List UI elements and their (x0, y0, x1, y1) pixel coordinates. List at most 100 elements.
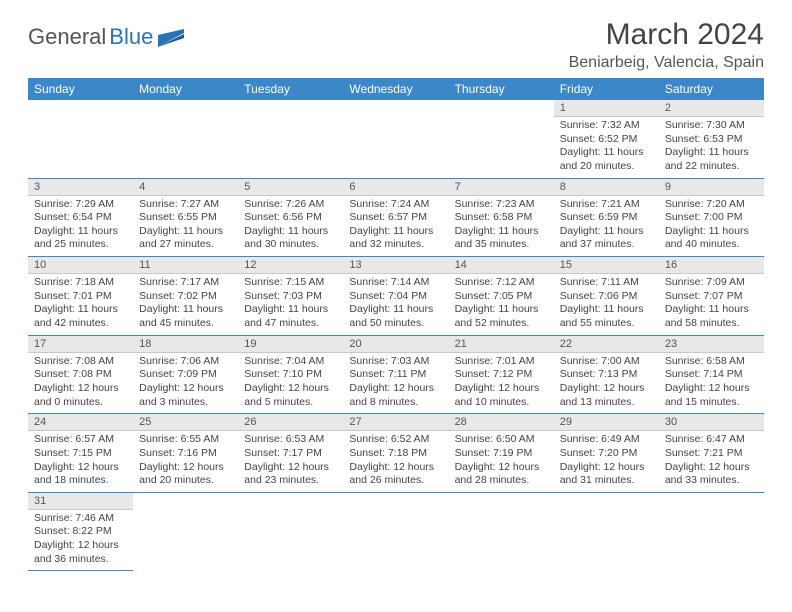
calendar-cell: 23Sunrise: 6:58 AMSunset: 7:14 PMDayligh… (659, 335, 764, 414)
brand-first: General (28, 24, 106, 50)
calendar-cell: 4Sunrise: 7:27 AMSunset: 6:55 PMDaylight… (133, 178, 238, 257)
day-number: 26 (238, 414, 343, 431)
day-number: 9 (659, 179, 764, 196)
calendar-week: 24Sunrise: 6:57 AMSunset: 7:15 PMDayligh… (28, 414, 764, 493)
day-details: Sunrise: 7:29 AMSunset: 6:54 PMDaylight:… (28, 196, 133, 257)
day-details: Sunrise: 7:00 AMSunset: 7:13 PMDaylight:… (554, 353, 659, 414)
calendar-cell: 21Sunrise: 7:01 AMSunset: 7:12 PMDayligh… (449, 335, 554, 414)
title-block: March 2024 Beniarbeig, Valencia, Spain (569, 18, 764, 76)
calendar-cell: 6Sunrise: 7:24 AMSunset: 6:57 PMDaylight… (343, 178, 448, 257)
day-number: 12 (238, 257, 343, 274)
day-number: 25 (133, 414, 238, 431)
calendar-cell: 30Sunrise: 6:47 AMSunset: 7:21 PMDayligh… (659, 414, 764, 493)
day-number: 23 (659, 336, 764, 353)
day-details: Sunrise: 6:58 AMSunset: 7:14 PMDaylight:… (659, 353, 764, 414)
calendar-cell: 5Sunrise: 7:26 AMSunset: 6:56 PMDaylight… (238, 178, 343, 257)
calendar-cell: 27Sunrise: 6:52 AMSunset: 7:18 PMDayligh… (343, 414, 448, 493)
calendar-cell: 19Sunrise: 7:04 AMSunset: 7:10 PMDayligh… (238, 335, 343, 414)
day-details: Sunrise: 7:24 AMSunset: 6:57 PMDaylight:… (343, 196, 448, 257)
calendar-cell (449, 492, 554, 571)
calendar-cell: 22Sunrise: 7:00 AMSunset: 7:13 PMDayligh… (554, 335, 659, 414)
day-number: 7 (449, 179, 554, 196)
day-number: 24 (28, 414, 133, 431)
day-details: Sunrise: 7:15 AMSunset: 7:03 PMDaylight:… (238, 274, 343, 335)
calendar-week: 31Sunrise: 7:46 AMSunset: 8:22 PMDayligh… (28, 492, 764, 571)
calendar-week: 10Sunrise: 7:18 AMSunset: 7:01 PMDayligh… (28, 257, 764, 336)
day-number: 10 (28, 257, 133, 274)
day-header: Saturday (659, 78, 764, 100)
day-details: Sunrise: 7:12 AMSunset: 7:05 PMDaylight:… (449, 274, 554, 335)
calendar-cell (133, 100, 238, 178)
day-details: Sunrise: 7:21 AMSunset: 6:59 PMDaylight:… (554, 196, 659, 257)
month-title: March 2024 (569, 18, 764, 52)
calendar-cell (343, 100, 448, 178)
day-number: 15 (554, 257, 659, 274)
day-details: Sunrise: 6:53 AMSunset: 7:17 PMDaylight:… (238, 431, 343, 492)
day-header-row: SundayMondayTuesdayWednesdayThursdayFrid… (28, 78, 764, 100)
day-number: 3 (28, 179, 133, 196)
day-number: 18 (133, 336, 238, 353)
calendar-cell: 11Sunrise: 7:17 AMSunset: 7:02 PMDayligh… (133, 257, 238, 336)
day-number: 30 (659, 414, 764, 431)
day-details: Sunrise: 6:52 AMSunset: 7:18 PMDaylight:… (343, 431, 448, 492)
day-header: Tuesday (238, 78, 343, 100)
day-details: Sunrise: 7:27 AMSunset: 6:55 PMDaylight:… (133, 196, 238, 257)
day-number: 6 (343, 179, 448, 196)
day-details: Sunrise: 6:49 AMSunset: 7:20 PMDaylight:… (554, 431, 659, 492)
day-header: Monday (133, 78, 238, 100)
calendar-cell (659, 492, 764, 571)
calendar-cell: 16Sunrise: 7:09 AMSunset: 7:07 PMDayligh… (659, 257, 764, 336)
calendar-cell: 24Sunrise: 6:57 AMSunset: 7:15 PMDayligh… (28, 414, 133, 493)
day-number: 29 (554, 414, 659, 431)
day-header: Thursday (449, 78, 554, 100)
day-number: 22 (554, 336, 659, 353)
calendar-cell (343, 492, 448, 571)
calendar-cell: 2Sunrise: 7:30 AMSunset: 6:53 PMDaylight… (659, 100, 764, 178)
calendar-cell: 31Sunrise: 7:46 AMSunset: 8:22 PMDayligh… (28, 492, 133, 571)
day-details: Sunrise: 6:57 AMSunset: 7:15 PMDaylight:… (28, 431, 133, 492)
calendar-cell: 12Sunrise: 7:15 AMSunset: 7:03 PMDayligh… (238, 257, 343, 336)
calendar-cell: 25Sunrise: 6:55 AMSunset: 7:16 PMDayligh… (133, 414, 238, 493)
day-header: Wednesday (343, 78, 448, 100)
calendar-week: 3Sunrise: 7:29 AMSunset: 6:54 PMDaylight… (28, 178, 764, 257)
day-details: Sunrise: 7:14 AMSunset: 7:04 PMDaylight:… (343, 274, 448, 335)
flag-icon (158, 29, 184, 47)
day-details: Sunrise: 6:55 AMSunset: 7:16 PMDaylight:… (133, 431, 238, 492)
day-number: 28 (449, 414, 554, 431)
calendar-cell (554, 492, 659, 571)
day-number: 5 (238, 179, 343, 196)
day-details: Sunrise: 7:04 AMSunset: 7:10 PMDaylight:… (238, 353, 343, 414)
calendar-cell: 13Sunrise: 7:14 AMSunset: 7:04 PMDayligh… (343, 257, 448, 336)
day-details: Sunrise: 7:32 AMSunset: 6:52 PMDaylight:… (554, 117, 659, 178)
calendar-cell: 3Sunrise: 7:29 AMSunset: 6:54 PMDaylight… (28, 178, 133, 257)
calendar-cell (133, 492, 238, 571)
day-number: 19 (238, 336, 343, 353)
calendar-cell: 1Sunrise: 7:32 AMSunset: 6:52 PMDaylight… (554, 100, 659, 178)
day-number: 27 (343, 414, 448, 431)
day-details: Sunrise: 7:17 AMSunset: 7:02 PMDaylight:… (133, 274, 238, 335)
day-details: Sunrise: 7:20 AMSunset: 7:00 PMDaylight:… (659, 196, 764, 257)
calendar-cell (28, 100, 133, 178)
day-number: 21 (449, 336, 554, 353)
day-details: Sunrise: 7:08 AMSunset: 7:08 PMDaylight:… (28, 353, 133, 414)
day-number: 16 (659, 257, 764, 274)
calendar-cell: 26Sunrise: 6:53 AMSunset: 7:17 PMDayligh… (238, 414, 343, 493)
day-details: Sunrise: 7:09 AMSunset: 7:07 PMDaylight:… (659, 274, 764, 335)
day-number: 4 (133, 179, 238, 196)
calendar-week: 1Sunrise: 7:32 AMSunset: 6:52 PMDaylight… (28, 100, 764, 178)
day-details: Sunrise: 7:03 AMSunset: 7:11 PMDaylight:… (343, 353, 448, 414)
calendar-cell: 17Sunrise: 7:08 AMSunset: 7:08 PMDayligh… (28, 335, 133, 414)
day-number: 1 (554, 100, 659, 117)
calendar-cell: 10Sunrise: 7:18 AMSunset: 7:01 PMDayligh… (28, 257, 133, 336)
calendar-cell: 20Sunrise: 7:03 AMSunset: 7:11 PMDayligh… (343, 335, 448, 414)
calendar-cell: 28Sunrise: 6:50 AMSunset: 7:19 PMDayligh… (449, 414, 554, 493)
location: Beniarbeig, Valencia, Spain (569, 54, 764, 72)
day-details: Sunrise: 7:01 AMSunset: 7:12 PMDaylight:… (449, 353, 554, 414)
logo: GeneralBlue (28, 24, 184, 50)
calendar-cell (238, 100, 343, 178)
day-details: Sunrise: 7:18 AMSunset: 7:01 PMDaylight:… (28, 274, 133, 335)
day-number: 13 (343, 257, 448, 274)
day-number: 8 (554, 179, 659, 196)
day-number: 14 (449, 257, 554, 274)
day-number: 11 (133, 257, 238, 274)
